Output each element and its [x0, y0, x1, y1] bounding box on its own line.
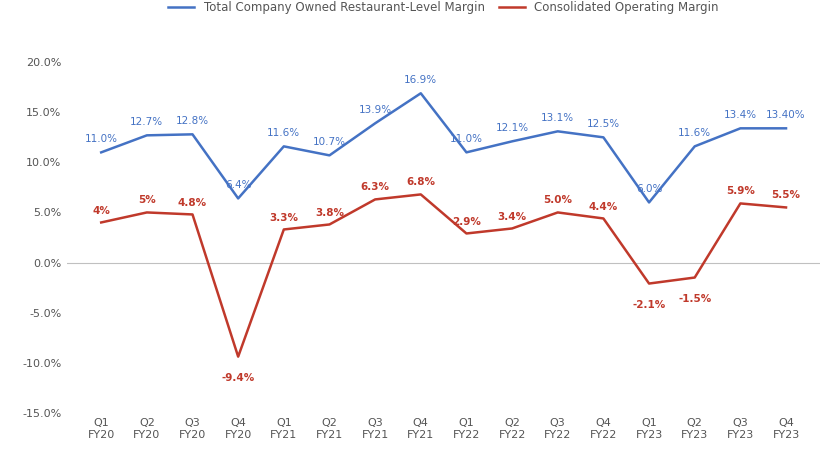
Consolidated Operating Margin: [552, 210, 562, 215]
Total Company Owned Restaurant-Level Margin: [96, 150, 106, 155]
Total Company Owned Restaurant-Level Margin: [278, 144, 288, 149]
Text: -9.4%: -9.4%: [222, 373, 254, 383]
Text: 13.4%: 13.4%: [723, 110, 756, 120]
Consolidated Operating Margin: [735, 201, 745, 206]
Consolidated Operating Margin: [370, 197, 380, 202]
Text: 13.40%: 13.40%: [765, 110, 805, 120]
Text: 12.5%: 12.5%: [586, 119, 619, 129]
Consolidated Operating Margin: [507, 226, 517, 231]
Consolidated Operating Margin: [598, 216, 608, 221]
Text: 3.4%: 3.4%: [497, 212, 526, 221]
Text: 13.1%: 13.1%: [541, 113, 573, 123]
Text: -2.1%: -2.1%: [632, 300, 665, 310]
Consolidated Operating Margin: [689, 275, 699, 280]
Legend: Total Company Owned Restaurant-Level Margin, Consolidated Operating Margin: Total Company Owned Restaurant-Level Mar…: [164, 0, 722, 19]
Consolidated Operating Margin: [278, 227, 288, 232]
Text: 11.0%: 11.0%: [84, 134, 118, 144]
Consolidated Operating Margin: [415, 192, 426, 197]
Text: 13.9%: 13.9%: [358, 105, 391, 115]
Total Company Owned Restaurant-Level Margin: [552, 129, 562, 134]
Text: 6.8%: 6.8%: [405, 177, 435, 188]
Text: -1.5%: -1.5%: [677, 294, 711, 304]
Total Company Owned Restaurant-Level Margin: [598, 135, 608, 140]
Total Company Owned Restaurant-Level Margin: [187, 131, 197, 137]
Text: 3.3%: 3.3%: [269, 212, 298, 222]
Total Company Owned Restaurant-Level Margin: [689, 144, 699, 149]
Total Company Owned Restaurant-Level Margin: [324, 152, 334, 158]
Consolidated Operating Margin: [780, 204, 790, 210]
Total Company Owned Restaurant-Level Margin: [141, 133, 151, 138]
Text: 5.5%: 5.5%: [771, 190, 799, 200]
Text: 16.9%: 16.9%: [404, 75, 437, 85]
Text: 6.0%: 6.0%: [635, 184, 661, 194]
Total Company Owned Restaurant-Level Margin: [643, 200, 653, 205]
Total Company Owned Restaurant-Level Margin: [507, 138, 517, 144]
Consolidated Operating Margin: [324, 222, 334, 227]
Text: 12.7%: 12.7%: [130, 117, 163, 127]
Consolidated Operating Margin: [643, 281, 653, 287]
Text: 11.6%: 11.6%: [267, 128, 300, 138]
Text: 2.9%: 2.9%: [451, 217, 481, 227]
Total Company Owned Restaurant-Level Margin: [735, 126, 745, 131]
Line: Consolidated Operating Margin: Consolidated Operating Margin: [101, 195, 785, 356]
Text: 6.3%: 6.3%: [360, 182, 390, 192]
Text: 5.9%: 5.9%: [725, 187, 754, 197]
Text: 3.8%: 3.8%: [314, 207, 344, 218]
Text: 12.1%: 12.1%: [495, 123, 528, 133]
Consolidated Operating Margin: [233, 354, 243, 359]
Text: 11.6%: 11.6%: [677, 128, 711, 138]
Text: 11.0%: 11.0%: [450, 134, 482, 144]
Total Company Owned Restaurant-Level Margin: [370, 121, 380, 126]
Text: 10.7%: 10.7%: [313, 137, 345, 147]
Text: 4%: 4%: [92, 205, 110, 216]
Consolidated Operating Margin: [461, 231, 471, 236]
Text: 12.8%: 12.8%: [176, 116, 209, 126]
Consolidated Operating Margin: [187, 212, 197, 217]
Consolidated Operating Margin: [141, 210, 151, 215]
Total Company Owned Restaurant-Level Margin: [415, 91, 426, 96]
Line: Total Company Owned Restaurant-Level Margin: Total Company Owned Restaurant-Level Mar…: [101, 93, 785, 203]
Total Company Owned Restaurant-Level Margin: [233, 196, 243, 201]
Total Company Owned Restaurant-Level Margin: [780, 126, 790, 131]
Text: 5%: 5%: [138, 196, 155, 205]
Total Company Owned Restaurant-Level Margin: [461, 150, 471, 155]
Text: 4.4%: 4.4%: [588, 202, 617, 212]
Consolidated Operating Margin: [96, 219, 106, 225]
Text: 6.4%: 6.4%: [225, 180, 251, 190]
Text: 4.8%: 4.8%: [178, 197, 206, 207]
Text: 5.0%: 5.0%: [543, 196, 572, 205]
